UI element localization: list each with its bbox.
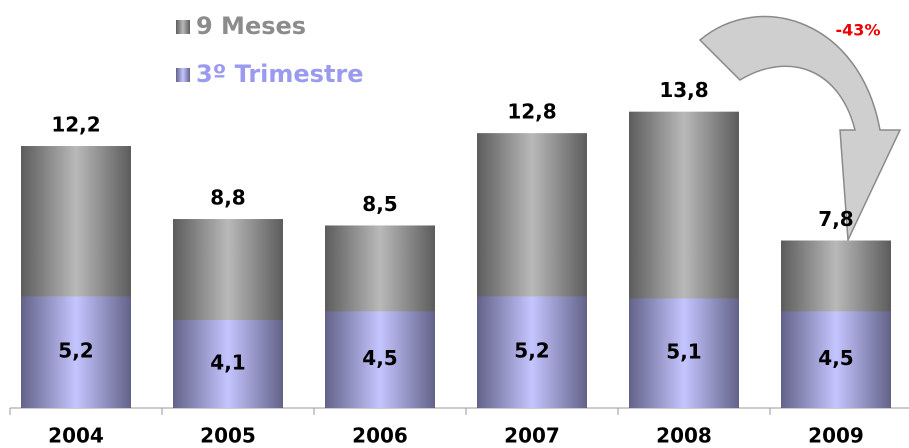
data-label: 5,2 (58, 339, 93, 363)
x-tick-label: 2006 (352, 424, 408, 448)
x-tick-label: 2005 (200, 424, 256, 448)
data-label: 5,1 (666, 340, 701, 364)
legend-swatch (176, 20, 190, 34)
legend-label: 3º Trimestre (196, 60, 364, 88)
data-label: 12,2 (51, 113, 100, 137)
x-tick-label: 2008 (656, 424, 712, 448)
x-tick-label: 2007 (504, 424, 560, 448)
bar (325, 311, 435, 408)
x-tick-label: 2004 (48, 424, 104, 448)
legend-label: 9 Meses (196, 12, 306, 40)
bar (781, 311, 891, 408)
data-label: 5,2 (514, 339, 549, 363)
bar (629, 298, 739, 408)
data-label: 8,5 (362, 192, 397, 216)
data-label: 4,5 (818, 346, 853, 370)
data-label: 4,5 (362, 346, 397, 370)
arrow (698, 15, 902, 243)
annotation: -43% (836, 21, 881, 40)
data-label: 8,8 (210, 186, 245, 210)
data-label: 12,8 (507, 100, 556, 124)
bar (173, 319, 283, 408)
bar (477, 296, 587, 408)
bar (21, 296, 131, 408)
data-label: 7,8 (818, 207, 853, 231)
x-tick-label: 2009 (808, 424, 864, 448)
data-label: 4,1 (210, 350, 245, 374)
legend-swatch (176, 68, 190, 82)
data-label: 13,8 (659, 78, 708, 102)
